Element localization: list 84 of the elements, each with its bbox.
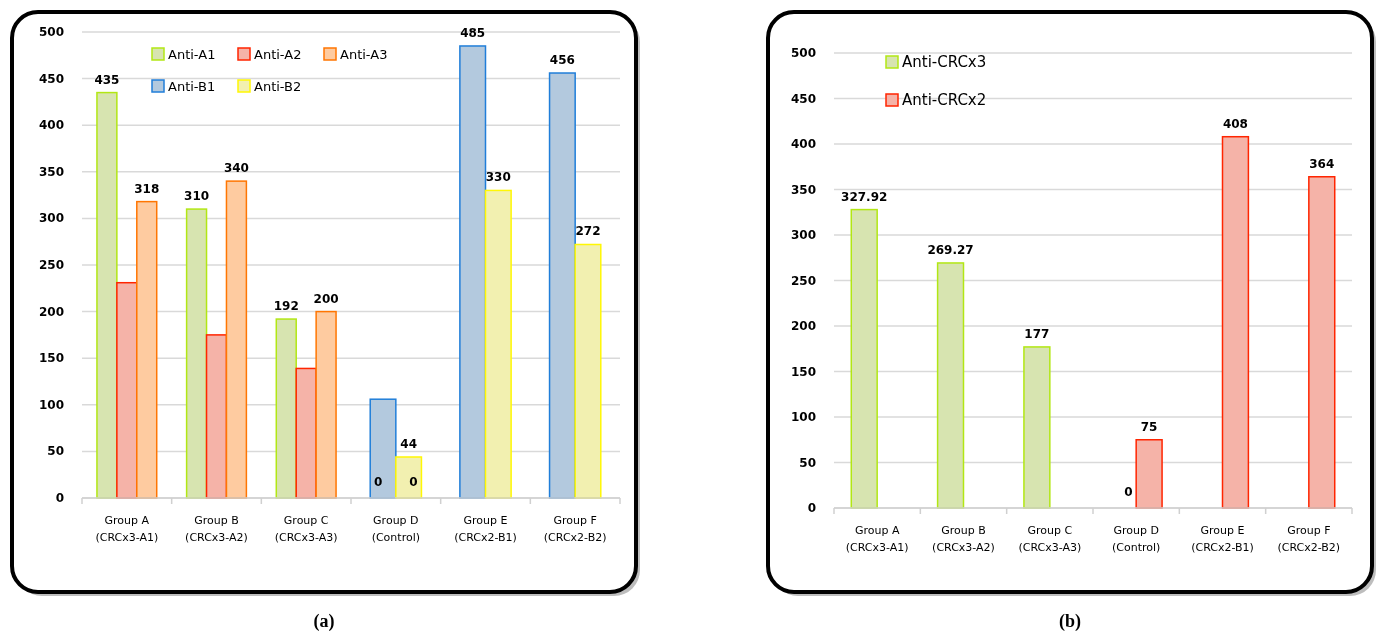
bar: [850, 208, 878, 509]
y-tick-label: 0: [55, 491, 64, 505]
bar: [395, 456, 423, 499]
data-label: 269.27: [927, 242, 974, 257]
x-tick-label: Group C (CRCx3-A3): [1018, 524, 1082, 554]
bar: [116, 281, 138, 499]
data-label: 330: [485, 170, 511, 185]
bar: [1023, 346, 1051, 509]
data-label: 408: [1222, 116, 1248, 131]
y-tick-label: 200: [38, 304, 64, 319]
legend-label: Anti-A3: [340, 47, 388, 62]
data-label: 485: [460, 25, 486, 40]
x-tick-label: Group D (Control): [1111, 524, 1161, 554]
data-label: 75: [1140, 419, 1158, 434]
y-tick-label: 350: [38, 164, 64, 179]
bar: [1308, 176, 1336, 509]
legend-label: Anti-CRCx2: [902, 91, 987, 109]
annotation: 0: [374, 475, 383, 489]
y-tick-label: 500: [790, 46, 816, 60]
bar: [548, 72, 576, 499]
bar: [185, 208, 208, 499]
x-tick-label: Group E (CRCx2-B1): [454, 514, 517, 544]
bar: [574, 243, 602, 499]
data-label: 177: [1024, 326, 1050, 341]
y-tick-label: 250: [38, 258, 64, 272]
legend-label: Anti-B1: [168, 79, 216, 94]
y-tick-label: 150: [790, 364, 816, 379]
y-tick-label: 50: [799, 455, 816, 470]
y-tick-label: 500: [38, 25, 64, 39]
bar: [315, 310, 337, 499]
x-tick-label: Group F (CRCx2-B2): [1277, 524, 1341, 554]
text: (b): [1059, 611, 1081, 632]
bar: [1221, 135, 1250, 509]
y-tick-label: 0: [807, 501, 816, 515]
bar: [459, 45, 487, 499]
data-label: 435: [94, 72, 120, 87]
x-tick-label: Group B (CRCx3-A2): [932, 524, 995, 554]
bar: [295, 367, 317, 499]
bar: [936, 262, 965, 509]
annotation: 0: [409, 475, 418, 489]
legend-label: Anti-A1: [168, 47, 216, 62]
bar: [369, 398, 397, 499]
y-tick-label: 100: [38, 397, 64, 412]
y-tick-label: 50: [47, 444, 64, 459]
legend-label: Anti-B2: [254, 79, 302, 94]
data-label: 318: [134, 181, 160, 196]
y-tick-label: 300: [38, 211, 64, 226]
y-tick-label: 400: [790, 137, 816, 151]
bar: [484, 189, 512, 499]
y-tick-label: 250: [790, 273, 816, 288]
x-tick-label: Group D (Control): [371, 514, 421, 544]
legend-label: Anti-CRCx3: [902, 53, 987, 71]
y-tick-label: 200: [790, 319, 816, 333]
data-label: 272: [575, 224, 601, 239]
x-tick-label: Group F (CRCx2-B2): [543, 514, 607, 544]
text: (a): [313, 611, 335, 632]
bar: [205, 334, 228, 499]
x-tick-label: Group A (CRCx3-A1): [95, 514, 159, 544]
data-label: 327.92: [841, 189, 888, 204]
bar: [136, 200, 158, 499]
y-tick-label: 150: [38, 351, 64, 366]
bar: [275, 318, 297, 499]
bar: [96, 91, 118, 499]
y-tick-label: 450: [790, 91, 816, 106]
y-tick-label: 450: [38, 71, 64, 86]
x-tick-label: Group C (CRCx3-A3): [274, 514, 338, 544]
data-label: 456: [549, 53, 575, 68]
y-tick-label: 400: [38, 118, 64, 133]
legend-label: Anti-A2: [254, 47, 302, 62]
x-tick-label: Group B (CRCx3-A2): [185, 514, 248, 544]
y-tick-label: 300: [790, 228, 816, 242]
x-tick-label: Group A (CRCx3-A1): [845, 524, 909, 554]
data-label: 310: [184, 189, 210, 204]
y-tick-label: 350: [790, 182, 816, 197]
data-label: 340: [223, 161, 249, 176]
data-label: 192: [273, 299, 299, 314]
x-tick-label: Group E (CRCx2-B1): [1191, 524, 1254, 554]
y-tick-label: 100: [790, 410, 816, 424]
data-label: 200: [313, 291, 339, 306]
data-label: 364: [1309, 156, 1335, 171]
bar: [225, 180, 248, 499]
bar: [1135, 439, 1163, 509]
data-label: 44: [400, 436, 417, 451]
annotation: 0: [1124, 485, 1133, 499]
